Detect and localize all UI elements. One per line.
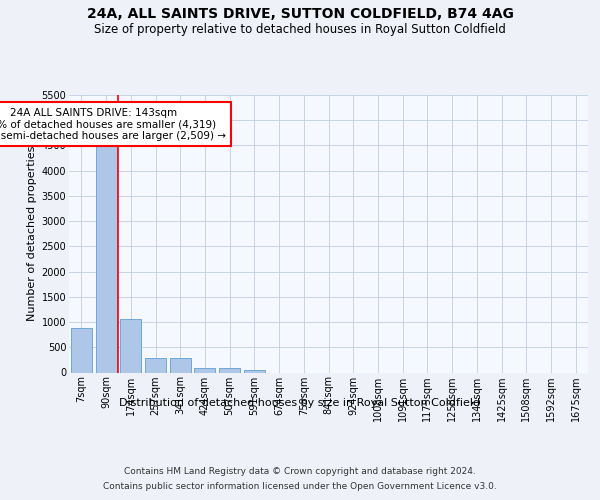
Y-axis label: Number of detached properties: Number of detached properties: [28, 146, 37, 322]
Text: Contains public sector information licensed under the Open Government Licence v3: Contains public sector information licen…: [103, 482, 497, 491]
Bar: [120, 319, 141, 372]
Text: Distribution of detached houses by size in Royal Sutton Coldfield: Distribution of detached houses by size …: [119, 398, 481, 407]
Bar: [170, 358, 191, 372]
Bar: [244, 370, 265, 372]
Text: Contains HM Land Registry data © Crown copyright and database right 2024.: Contains HM Land Registry data © Crown c…: [124, 467, 476, 476]
Text: 24A, ALL SAINTS DRIVE, SUTTON COLDFIELD, B74 4AG: 24A, ALL SAINTS DRIVE, SUTTON COLDFIELD,…: [86, 8, 514, 22]
Text: Size of property relative to detached houses in Royal Sutton Coldfield: Size of property relative to detached ho…: [94, 22, 506, 36]
Bar: [194, 368, 215, 372]
Bar: [71, 328, 92, 372]
Bar: [95, 142, 116, 372]
Text: 24A ALL SAINTS DRIVE: 143sqm
← 63% of detached houses are smaller (4,319)
37% of: 24A ALL SAINTS DRIVE: 143sqm ← 63% of de…: [0, 108, 226, 141]
Bar: [219, 368, 240, 372]
Bar: [145, 358, 166, 372]
